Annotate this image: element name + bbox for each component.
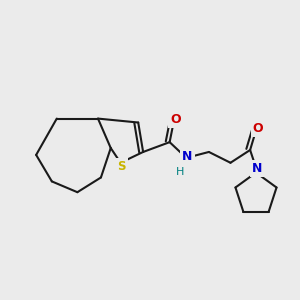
Text: O: O bbox=[170, 113, 181, 126]
Text: N: N bbox=[182, 150, 193, 164]
Text: S: S bbox=[117, 160, 126, 173]
Text: N: N bbox=[252, 162, 262, 175]
Text: H: H bbox=[176, 167, 184, 177]
Text: O: O bbox=[253, 122, 263, 135]
